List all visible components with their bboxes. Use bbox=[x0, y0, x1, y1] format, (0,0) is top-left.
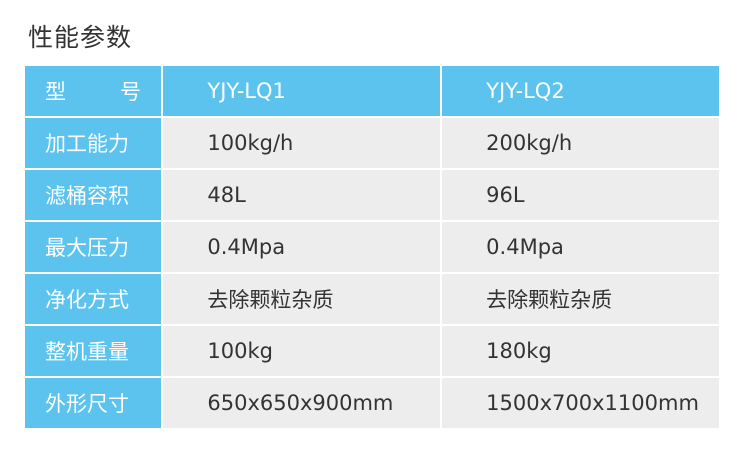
table-header-row: 型号 YJY-LQ1 YJY-LQ2 bbox=[25, 66, 719, 118]
row-label: 外形尺寸 bbox=[25, 376, 164, 430]
row-value: 0.4Mpa bbox=[440, 220, 719, 274]
model-label-cell: 型号 bbox=[25, 66, 164, 118]
model-label-left: 型 bbox=[45, 80, 66, 104]
row-label: 滤桶容积 bbox=[25, 168, 164, 222]
page-title: 性能参数 bbox=[28, 23, 133, 52]
row-value: 48L bbox=[161, 168, 443, 222]
table-row: 外形尺寸 650x650x900mm 1500x700x1100mm bbox=[25, 376, 719, 430]
row-value: 去除颗粒杂质 bbox=[440, 272, 719, 326]
row-value: 200kg/h bbox=[440, 116, 719, 170]
row-label: 净化方式 bbox=[25, 272, 164, 326]
row-value: 180kg bbox=[440, 324, 719, 378]
row-label: 最大压力 bbox=[25, 220, 164, 274]
model-2: YJY-LQ2 bbox=[440, 66, 719, 118]
row-value: 1500x700x1100mm bbox=[440, 376, 719, 430]
model-1: YJY-LQ1 bbox=[161, 66, 443, 118]
model-label-right: 号 bbox=[120, 80, 141, 104]
table-row: 净化方式 去除颗粒杂质 去除颗粒杂质 bbox=[25, 272, 719, 326]
row-value: 650x650x900mm bbox=[161, 376, 443, 430]
spec-table: 型号 YJY-LQ1 YJY-LQ2 加工能力 100kg/h 200kg/h 滤桶… bbox=[25, 66, 719, 430]
row-value: 100kg/h bbox=[161, 116, 443, 170]
table-row: 最大压力 0.4Mpa 0.4Mpa bbox=[25, 220, 719, 274]
row-value: 去除颗粒杂质 bbox=[161, 272, 443, 326]
table-row: 整机重量 100kg 180kg bbox=[25, 324, 719, 378]
row-value: 0.4Mpa bbox=[161, 220, 443, 274]
row-label: 整机重量 bbox=[25, 324, 164, 378]
table-row: 滤桶容积 48L 96L bbox=[25, 168, 719, 222]
row-value: 100kg bbox=[161, 324, 443, 378]
table-row: 加工能力 100kg/h 200kg/h bbox=[25, 116, 719, 170]
row-label: 加工能力 bbox=[25, 116, 164, 170]
row-value: 96L bbox=[440, 168, 719, 222]
